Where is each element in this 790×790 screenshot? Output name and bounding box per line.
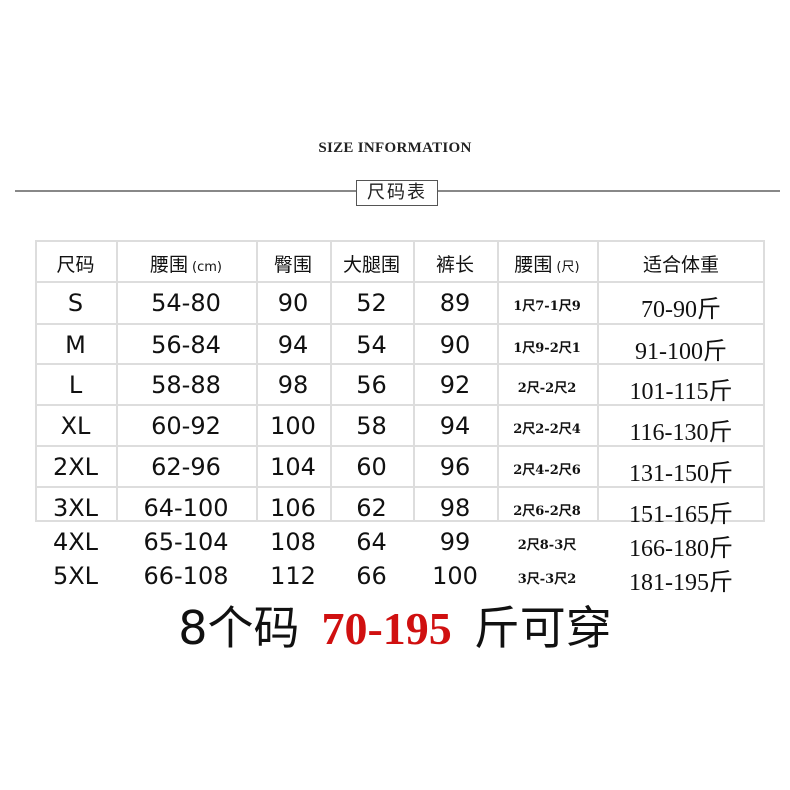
table-cell: 100 [270,412,316,440]
table-cell: 2尺2-2尺4 [513,422,581,437]
table-cell: XL [60,412,91,440]
table-cell: 90 [439,331,471,359]
header-text: 裤长 [435,254,474,276]
table-cell: 2尺8-3尺 [517,538,577,553]
table-cell: 181-195斤 [629,570,733,596]
row-divider [35,404,765,406]
table-cell: 1尺7-1尺9 [513,299,581,314]
row-divider [35,486,765,488]
col-divider [116,240,118,522]
table-cell: 66 [356,562,387,590]
header-text: 适合体重 [642,254,719,276]
page-title: SIZE INFORMATION [318,140,472,156]
table-cell: 3XL [52,494,99,522]
table-cell: 70-90斤 [641,297,721,323]
table-cell: 106 [270,494,316,522]
table-cell: S [67,289,84,317]
table-cell: 62-96 [151,453,221,481]
header-text: 大腿围 [342,254,400,276]
divider-left [15,190,356,192]
header-cell: 裤长 [413,250,497,277]
row-divider [35,281,765,283]
row-divider [35,323,765,325]
table-cell: 58 [356,412,387,440]
col-divider [497,240,499,522]
footer-prefix: 8个码 [178,601,300,655]
table-cell: 99 [439,528,471,556]
header-cell: 适合体重 [597,250,765,277]
table-cell: 54-80 [151,289,221,317]
table-cell: 2尺4-2尺6 [513,463,581,478]
table-cell: 116-130斤 [629,420,733,446]
table-cell: 64-100 [143,494,229,522]
table-cell: L [68,371,83,399]
table-cell: 100 [432,562,478,590]
row-divider [35,445,765,447]
table-cell: 151-165斤 [629,502,733,528]
table-cell: 94 [439,412,471,440]
table-cell: 101-115斤 [629,379,733,405]
table-cell: 2XL [52,453,99,481]
col-divider [413,240,415,522]
table-cell: 56 [356,371,387,399]
table-cell: 96 [439,453,471,481]
table-cell: 3尺-3尺2 [517,572,577,587]
table-cell: 62 [356,494,387,522]
footer-range: 70-195 [321,603,452,654]
header-text: 腰围 [514,254,553,276]
subtitle-box: 尺码表 [356,180,438,206]
col-divider [256,240,258,522]
table-cell: 104 [270,453,316,481]
header-cell: 尺码 [35,250,116,277]
table-cell: 98 [277,371,309,399]
table-border [35,240,765,522]
table-cell: 1尺9-2尺1 [513,341,581,356]
table-cell: 98 [439,494,471,522]
row-divider [35,363,765,365]
table-cell: 52 [356,289,387,317]
header-text: 腰围 [150,254,189,276]
table-cell: 60 [356,453,387,481]
table-cell: 2尺-2尺2 [517,381,577,396]
divider-right [437,190,780,192]
table-cell: 2尺6-2尺8 [513,504,581,519]
header-text: 臀围 [273,254,312,276]
footer-banner: 8个码 70-195 斤可穿 [0,592,790,658]
table-cell: 131-150斤 [629,461,733,487]
table-cell: 112 [270,562,316,590]
col-divider [330,240,332,522]
table-cell: 64 [356,528,387,556]
table-cell: M [65,331,86,359]
table-cell: 4XL [52,528,99,556]
table-cell: 92 [439,371,471,399]
header-cell: 腰围 (cm) [116,250,256,277]
table-cell: 54 [356,331,387,359]
table-cell: 90 [277,289,309,317]
table-cell: 94 [277,331,309,359]
footer-suffix: 斤可穿 [473,601,612,655]
header-cell: 腰围 (尺) [497,250,597,277]
table-cell: 56-84 [151,331,221,359]
table-cell: 166-180斤 [629,536,733,562]
table-cell: 5XL [52,562,99,590]
header-text: 尺码 [56,254,95,276]
header-cell: 大腿围 [330,250,413,277]
table-cell: 89 [439,289,471,317]
header-text: (cm) [192,260,222,275]
table-cell: 91-100斤 [635,339,727,365]
table-cell: 66-108 [143,562,229,590]
table-cell: 58-88 [151,371,221,399]
table-cell: 65-104 [143,528,229,556]
table-cell: 108 [270,528,316,556]
header-text: (尺) [556,260,580,275]
header-cell: 臀围 [256,250,330,277]
table-cell: 60-92 [151,412,221,440]
col-divider [597,240,599,522]
